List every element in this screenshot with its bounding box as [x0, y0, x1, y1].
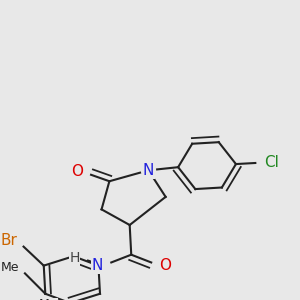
Text: O: O [71, 164, 83, 179]
Text: H: H [69, 251, 80, 265]
Text: N: N [143, 163, 154, 178]
Text: Br: Br [0, 233, 17, 248]
Text: Me: Me [39, 298, 58, 300]
Text: Cl: Cl [264, 155, 279, 170]
Text: N: N [92, 258, 103, 273]
Text: O: O [159, 258, 171, 273]
Text: Me: Me [0, 261, 19, 274]
